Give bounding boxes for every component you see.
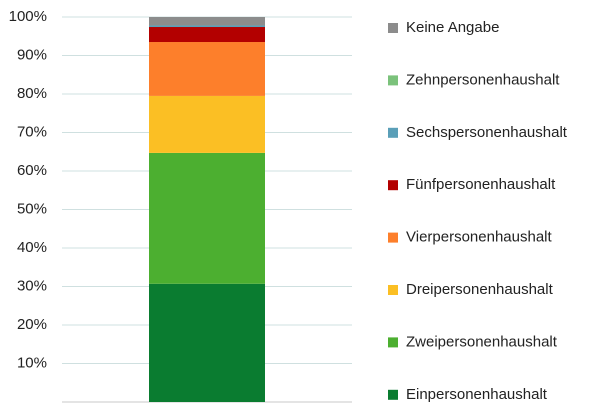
bar-segment [149,25,265,28]
legend-label: Zehnpersonenhaushalt [406,71,560,88]
legend-swatch [388,337,398,348]
legend-label: Einpersonenhaushalt [406,386,548,403]
legend-label: Keine Angabe [406,19,499,36]
legend-swatch [388,23,398,33]
y-tick-label: 90% [17,46,47,63]
legend-label: Dreipersonenhaushalt [406,281,554,298]
legend-swatch [388,232,398,243]
bar-segment [149,17,265,26]
legend-swatch [388,389,398,400]
legend-label: Fünfpersonenhaushalt [406,176,556,193]
y-tick-label: 40% [17,239,47,256]
y-tick-label: 50% [17,200,47,217]
y-tick-label: 70% [17,123,47,140]
bar-segment [149,152,265,284]
y-tick-label: 10% [17,354,47,371]
y-tick-label: 30% [17,277,47,294]
legend-swatch [388,180,398,191]
legend-swatch [388,285,398,295]
legend-label: Sechspersonenhaushalt [406,124,568,141]
legend-label: Zweipersonenhaushalt [406,333,558,350]
y-tick-label: 60% [17,162,47,179]
bar-segment [149,27,265,43]
legend-swatch [388,75,398,86]
y-tick-label: 100% [9,8,47,25]
bar-segment [149,42,265,96]
bar-segment [149,95,265,153]
legend-swatch [388,127,398,138]
bar-segment [149,283,265,402]
legend-label: Vierpersonenhaushalt [406,229,552,246]
y-tick-label: 80% [17,85,47,102]
y-tick-label: 20% [17,316,47,333]
